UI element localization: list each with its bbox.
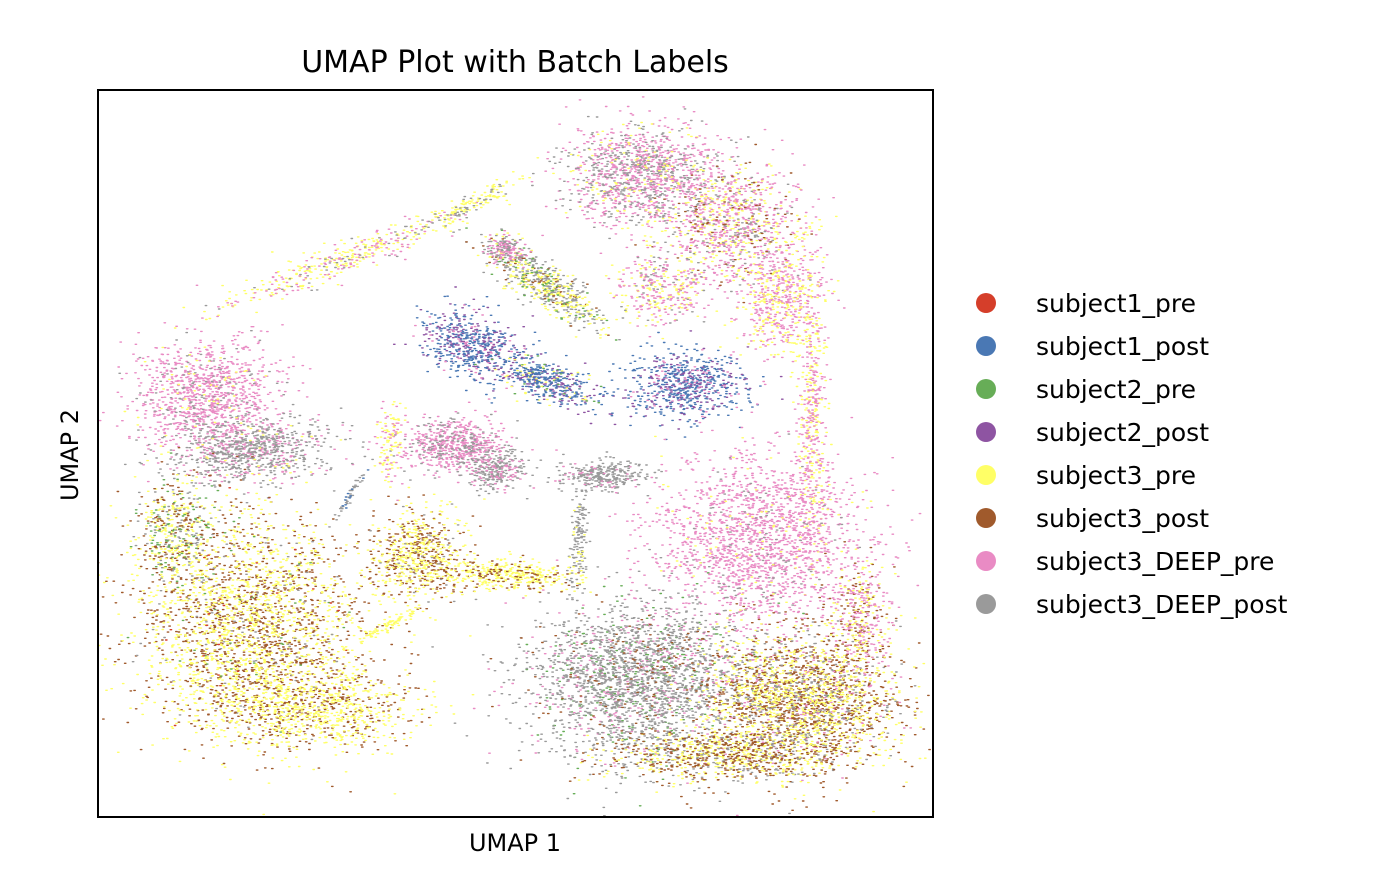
- scatter-points-subject3_pre-12: [450, 200, 618, 339]
- scatter-points-subject3_pre-7: [536, 121, 753, 232]
- scatter-points-subject3_pre-19: [358, 493, 486, 623]
- scatter-points-subject3_DEEP_post-8: [654, 139, 812, 298]
- scatter-points-subject1_post-29: [341, 469, 370, 509]
- scatter-points-subject3_DEEP_pre-24: [555, 380, 922, 683]
- legend-marker-subject3_DEEP_post: [976, 594, 996, 614]
- scatter-points-subject3_pre-6: [408, 171, 555, 239]
- y-axis-label: UMAP 2: [56, 409, 84, 501]
- scatter-points-subject3_DEEP_post-27: [555, 723, 893, 789]
- scatter-points-subject3_DEEP_post-17: [389, 412, 519, 481]
- legend-label-subject3_DEEP_post: subject3_DEEP_post: [1036, 590, 1288, 619]
- scatter-points-subject2_post-14: [392, 286, 535, 396]
- scatter-points-subject2_post-16: [621, 330, 784, 430]
- scatter-points-subject3_DEEP_pre-28: [812, 498, 903, 711]
- scatter-points-subject3_DEEP_post-12: [452, 217, 625, 341]
- scatter-points-subject3_DEEP_post-7: [531, 108, 790, 240]
- scatter-points-subject3_DEEP_post-23: [565, 473, 592, 614]
- scatter-points-subject3_pre-5: [173, 195, 512, 329]
- scatter-points-subject2_pre-4: [129, 452, 227, 589]
- scatter-points-subject3_DEEP_pre-8: [589, 128, 835, 320]
- legend-marker-subject1_post: [976, 336, 996, 356]
- scatter-points-subject3_DEEP_pre-22: [554, 463, 637, 494]
- scatter-points-subject3_pre-1: [201, 417, 343, 481]
- scatter-points-subject3_DEEP_post-2: [131, 486, 339, 741]
- x-axis-label: UMAP 1: [469, 829, 561, 857]
- scatter-points-subject1_pre-2: [164, 487, 348, 727]
- scatter-points-subject3_pre-27: [577, 708, 903, 793]
- legend-label-subject2_pre: subject2_pre: [1036, 375, 1196, 404]
- scatter-points-subject3_pre-2: [98, 445, 472, 816]
- scatter-points-subject3_DEEP_post-0: [118, 304, 295, 450]
- scatter-points-subject1_post-16: [608, 331, 765, 441]
- scatter-points-subject3_pre-30: [342, 606, 425, 651]
- scatter-points-subject3_post-2: [98, 455, 449, 793]
- legend-marker-subject2_pre: [976, 379, 996, 399]
- scatter-points-subject3_pre-24: [654, 435, 873, 639]
- legend-marker-subject3_post: [976, 508, 996, 528]
- scatter-points-subject3_DEEP_pre-16: [629, 349, 759, 432]
- scatter-points-subject3_post-27: [568, 712, 874, 805]
- scatter-points-subject3_DEEP_post-6: [413, 172, 535, 235]
- scatter-points-subject3_pre-21: [373, 401, 411, 502]
- legend-label-subject1_pre: subject1_pre: [1036, 289, 1196, 318]
- scatter-points-subject3_DEEP_post-19: [369, 503, 460, 603]
- scatter-points-subject3_post-4: [116, 447, 225, 608]
- scatter-points-subject3_DEEP_pre-14: [412, 304, 536, 400]
- scatter-points-subject3_post-25: [489, 572, 783, 809]
- scatter-points-subject1_post-15: [451, 336, 616, 417]
- scatter-points-subject3_pre-28: [823, 548, 917, 714]
- scatter-points-subject3_DEEP_pre-18: [457, 447, 536, 494]
- legend-marker-subject3_DEEP_pre: [976, 551, 996, 571]
- scatter-points-subject3_DEEP_pre-1: [158, 405, 370, 499]
- scatter-points: [98, 96, 933, 817]
- chart-title: UMAP Plot with Batch Labels: [301, 45, 729, 80]
- scatter-points-subject3_pre-23: [567, 505, 586, 572]
- scatter-points-subject3_pre-11: [604, 260, 729, 340]
- scatter-points-subject3_DEEP_post-25: [431, 548, 835, 817]
- scatter-points-subject3_DEEP_pre-5: [185, 201, 479, 330]
- scatter-points-subject3_DEEP_pre-21: [375, 400, 407, 501]
- scatter-points-subject3_DEEP_post-1: [135, 383, 367, 499]
- scatter-points-subject1_post-14: [415, 295, 541, 404]
- scatter-points-subject3_DEEP_pre-11: [607, 245, 716, 338]
- legend-marker-subject2_post: [976, 422, 996, 442]
- legend-label-subject2_post: subject2_post: [1036, 418, 1209, 447]
- legend: subject1_pre subject1_post subject2_presub…: [976, 289, 1288, 619]
- legend-label-subject3_DEEP_pre: subject3_DEEP_pre: [1036, 547, 1274, 576]
- scatter-points-subject3_pre-3: [141, 648, 475, 795]
- scatter-points-subject3_post-20: [435, 554, 579, 594]
- legend-marker-subject3_pre: [976, 465, 996, 485]
- legend-label-subject3_pre: subject3_pre: [1036, 461, 1196, 490]
- legend-label-subject1_post: subject1_post: [1036, 332, 1209, 361]
- scatter-points-subject3_pre-9: [715, 191, 840, 378]
- legend-label-subject3_post: subject3_post: [1036, 504, 1209, 533]
- scatter-points-subject3_DEEP_post-13: [486, 236, 532, 267]
- scatter-points-subject3_DEEP_post-5: [217, 198, 493, 310]
- plot-frame: [97, 89, 934, 818]
- legend-marker-subject1_pre: [976, 293, 996, 313]
- scatter-points-subject3_DEEP_post-29: [328, 458, 374, 528]
- scatter-points-subject3_post-8: [634, 143, 814, 304]
- scatter-points-subject2_pre-12: [465, 227, 618, 341]
